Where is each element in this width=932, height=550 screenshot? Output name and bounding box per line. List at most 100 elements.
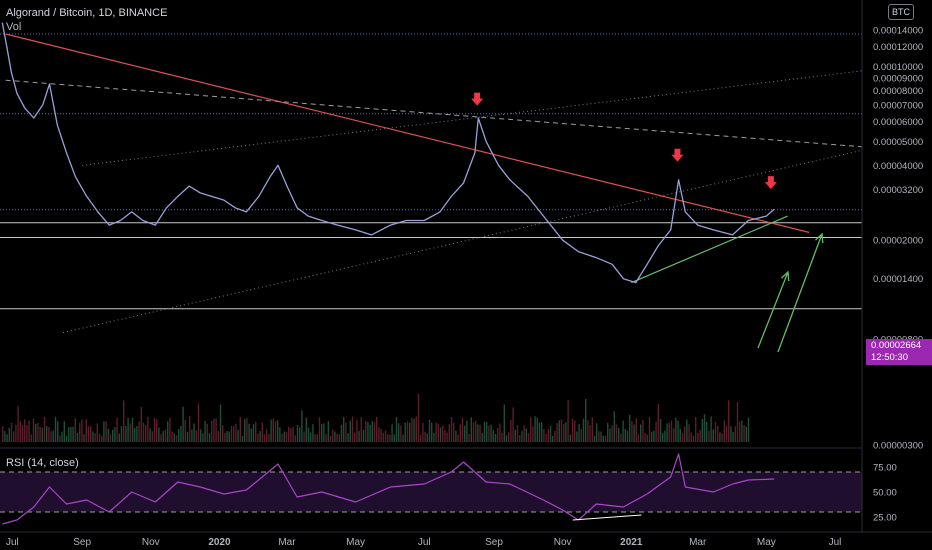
volume-bar xyxy=(248,423,250,442)
volume-bar xyxy=(558,420,560,442)
volume-bar xyxy=(21,424,24,442)
volume-bar xyxy=(593,435,596,442)
volume-bar xyxy=(301,410,303,442)
volume-bar xyxy=(444,430,446,442)
volume-bar xyxy=(699,429,701,442)
price-tick-label: 0.00003200 xyxy=(873,185,923,196)
volume-bar xyxy=(305,417,307,442)
volume-bar xyxy=(409,422,411,442)
price-tick-label: 0.00006000 xyxy=(873,117,923,128)
volume-bar xyxy=(400,425,402,442)
volume-bar xyxy=(191,429,193,442)
volume-bar xyxy=(466,420,468,442)
volume-bar xyxy=(197,403,200,442)
volume-bar xyxy=(516,425,519,442)
volume-bar xyxy=(63,421,65,442)
volume-bar xyxy=(662,433,664,442)
up-trendline xyxy=(631,215,788,284)
volume-bar xyxy=(50,431,52,442)
volume-bar xyxy=(257,433,259,442)
volume-bar xyxy=(233,426,235,442)
volume-bar xyxy=(323,423,325,442)
volume-bar xyxy=(536,417,538,442)
volume-bar xyxy=(413,418,415,442)
volume-label: Vol xyxy=(6,21,22,33)
volume-bar xyxy=(65,435,68,442)
volume-bar xyxy=(464,425,466,442)
volume-bar xyxy=(318,417,321,442)
volume-bar xyxy=(127,417,129,442)
volume-bar xyxy=(448,424,450,442)
price-tick-label: 0.00005000 xyxy=(873,137,923,148)
volume-bar xyxy=(158,427,160,442)
resistance-marker-arrow xyxy=(764,176,777,190)
time-tick-label: 2020 xyxy=(208,537,231,548)
rsi-band xyxy=(0,472,862,512)
volume-bar xyxy=(651,431,653,442)
volume-bar xyxy=(332,429,334,442)
volume-bar xyxy=(571,418,574,442)
volume-bar xyxy=(175,435,178,442)
volume-bar xyxy=(611,425,613,442)
volume-bar xyxy=(730,426,732,442)
volume-bar xyxy=(486,422,488,442)
volume-bar xyxy=(633,424,635,442)
volume-bar xyxy=(567,399,569,442)
volume-bar xyxy=(424,431,426,442)
volume-bar xyxy=(710,416,712,442)
volume-bar xyxy=(103,421,105,442)
volume-bar xyxy=(307,427,310,442)
volume-bar xyxy=(578,423,580,442)
volume-bar xyxy=(596,423,598,442)
volume-bar xyxy=(35,423,37,442)
time-tick-label: Nov xyxy=(554,537,572,548)
volume-bar xyxy=(222,425,224,442)
volume-bar xyxy=(604,435,607,442)
volume-bar xyxy=(618,427,620,442)
volume-bar xyxy=(664,430,666,442)
volume-bar xyxy=(173,433,175,442)
volume-bar xyxy=(184,419,186,442)
volume-bar xyxy=(470,417,472,442)
volume-bar xyxy=(358,431,360,442)
volume-bar xyxy=(70,426,72,442)
volume-bar xyxy=(252,424,255,442)
volume-bar xyxy=(609,428,611,442)
volume-bar xyxy=(532,426,534,442)
volume-bar xyxy=(428,419,431,442)
volume-bar xyxy=(589,425,591,442)
volume-bar xyxy=(72,426,74,442)
volume-bar xyxy=(28,420,30,442)
price-tick-label: 0.00008000 xyxy=(873,86,923,97)
volume-bar xyxy=(637,434,640,442)
volume-bar xyxy=(719,432,721,442)
last-price-tag: 0.00002664 12:50:30 xyxy=(866,339,932,365)
volume-bar xyxy=(303,431,305,442)
volume-bar xyxy=(692,435,695,442)
currency-badge[interactable]: BTC xyxy=(888,4,914,20)
volume-bar xyxy=(246,417,248,442)
volume-bar xyxy=(384,430,387,442)
volume-bar xyxy=(268,433,270,442)
volume-bar xyxy=(343,417,345,442)
volume-bar xyxy=(43,416,46,442)
volume-bar xyxy=(626,430,629,442)
volume-bar xyxy=(644,432,646,442)
volume-bar xyxy=(270,419,272,442)
volume-bar xyxy=(686,419,688,442)
volume-bar xyxy=(640,424,642,442)
volume-bar xyxy=(76,432,79,442)
volume-bar xyxy=(272,418,274,442)
volume-bar xyxy=(211,420,213,442)
volume-bar xyxy=(92,431,94,442)
time-tick-label: 2021 xyxy=(620,537,643,548)
volume-bar xyxy=(585,399,587,442)
volume-bar xyxy=(435,422,437,442)
volume-bar xyxy=(629,414,631,442)
projection-arrow xyxy=(757,271,789,349)
volume-bar xyxy=(534,416,536,442)
volume-bar xyxy=(13,431,15,442)
volume-bar xyxy=(684,426,686,442)
volume-bar xyxy=(140,406,142,442)
